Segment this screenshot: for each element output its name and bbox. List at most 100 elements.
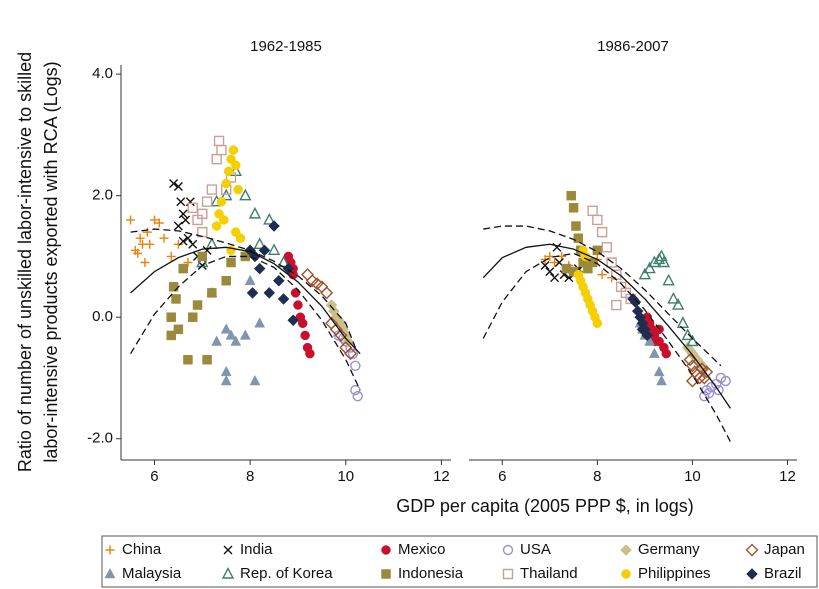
scatter-point	[638, 267, 652, 280]
scatter-point	[149, 215, 159, 225]
scatter-point	[228, 145, 239, 155]
scatter-point	[693, 371, 707, 385]
legend-marker	[381, 569, 391, 579]
scatter-point	[550, 273, 560, 283]
scatter-point	[216, 196, 227, 207]
scatter-point	[263, 287, 276, 299]
scatter-point	[169, 179, 179, 188]
scatter-point	[347, 348, 359, 359]
scatter-point	[135, 233, 145, 243]
legend-marker	[620, 544, 632, 556]
y-axis-label: Ratio of number of unskilled labor-inten…	[15, 52, 35, 472]
scatter-point	[592, 318, 603, 329]
scatter-point	[597, 270, 607, 280]
fit-line	[482, 243, 731, 409]
scatter-point	[681, 328, 694, 341]
scatter-point	[297, 318, 308, 329]
scatter-point	[142, 227, 152, 237]
scatter-point	[220, 374, 232, 386]
scatter-point	[197, 226, 208, 238]
scatter-point	[205, 237, 219, 249]
y-tick-label: -2.0	[87, 430, 113, 447]
y-tick-label: 0.0	[92, 308, 113, 325]
scatter-point	[350, 384, 361, 396]
scatter-point	[207, 288, 217, 298]
x-tick-label: 12	[433, 468, 450, 485]
scatter-point	[192, 300, 203, 310]
scatter-point	[178, 263, 188, 274]
scatter-point	[248, 206, 262, 219]
scatter-point	[320, 286, 334, 300]
legend-marker	[223, 545, 233, 555]
ci-line	[130, 255, 361, 391]
scatter-point	[211, 221, 222, 231]
y-tick-label: 4.0	[92, 65, 113, 82]
scatter-point	[566, 190, 576, 201]
scatter-point	[183, 233, 193, 243]
scatter-point	[166, 330, 176, 341]
scatter-point	[293, 300, 303, 310]
scatter-point	[159, 233, 169, 243]
x-tick-label: 6	[498, 468, 506, 485]
scatter-point	[230, 335, 242, 346]
scatter-point	[183, 354, 193, 365]
x-axis-label: GDP per capita (2005 PPP $, in logs)	[396, 496, 694, 516]
scatter-point	[686, 334, 699, 347]
scatter-point	[213, 135, 225, 147]
scatter-point	[629, 296, 642, 308]
scatter-point	[246, 287, 259, 299]
scatter-point	[216, 144, 227, 156]
scatter-point	[350, 360, 361, 372]
scatter-point	[656, 374, 667, 386]
scatter-point	[344, 347, 358, 361]
legend-label: China	[122, 541, 162, 558]
scatter-point	[258, 244, 271, 257]
scatter-point	[239, 329, 251, 340]
scatter-point	[653, 365, 665, 377]
scatter-point	[300, 330, 310, 341]
legend-label: Japan	[764, 541, 805, 558]
legend-marker	[745, 543, 759, 557]
scatter-point	[173, 182, 183, 192]
scatter-point	[187, 312, 198, 322]
scatter-point	[173, 239, 183, 249]
scatter-point	[220, 323, 232, 334]
legend-label: Philippines	[638, 565, 711, 582]
scatter-point	[211, 335, 223, 346]
scatter-point	[268, 220, 280, 232]
scatter-point	[133, 248, 143, 258]
legend-marker	[746, 568, 758, 580]
scatter-point	[226, 257, 236, 268]
scatter-point	[249, 250, 261, 263]
scatter-point	[168, 282, 179, 292]
scatter-point	[206, 184, 218, 195]
scatter-point	[233, 184, 243, 195]
scatter-point	[540, 254, 550, 264]
scatter-point	[231, 227, 241, 237]
scatter-point	[221, 178, 231, 189]
scatter-point	[550, 258, 560, 267]
scatter-point	[225, 329, 237, 340]
scatter-point	[267, 243, 281, 256]
legend-marker	[105, 545, 115, 555]
fit-line	[130, 246, 361, 355]
scatter-point	[140, 258, 150, 267]
scatter-point	[545, 251, 555, 261]
scatter-point	[703, 387, 715, 399]
scatter-point	[202, 354, 212, 365]
legend-label: India	[240, 541, 273, 558]
ci-line	[483, 225, 722, 367]
scatter-point	[573, 233, 584, 243]
scatter-point	[606, 257, 617, 268]
scatter-point	[254, 317, 266, 328]
scatter-point	[685, 374, 699, 388]
scatter-point	[657, 255, 671, 268]
scatter-point	[244, 274, 256, 285]
scatter-point	[219, 215, 229, 225]
scatter-point	[611, 299, 622, 311]
scatter-point	[253, 237, 266, 249]
x-tick-label: 10	[337, 468, 354, 485]
legend-label: Thailand	[520, 565, 578, 582]
legend-label: Rep. of Korea	[240, 565, 333, 582]
scatter-point	[253, 262, 266, 275]
